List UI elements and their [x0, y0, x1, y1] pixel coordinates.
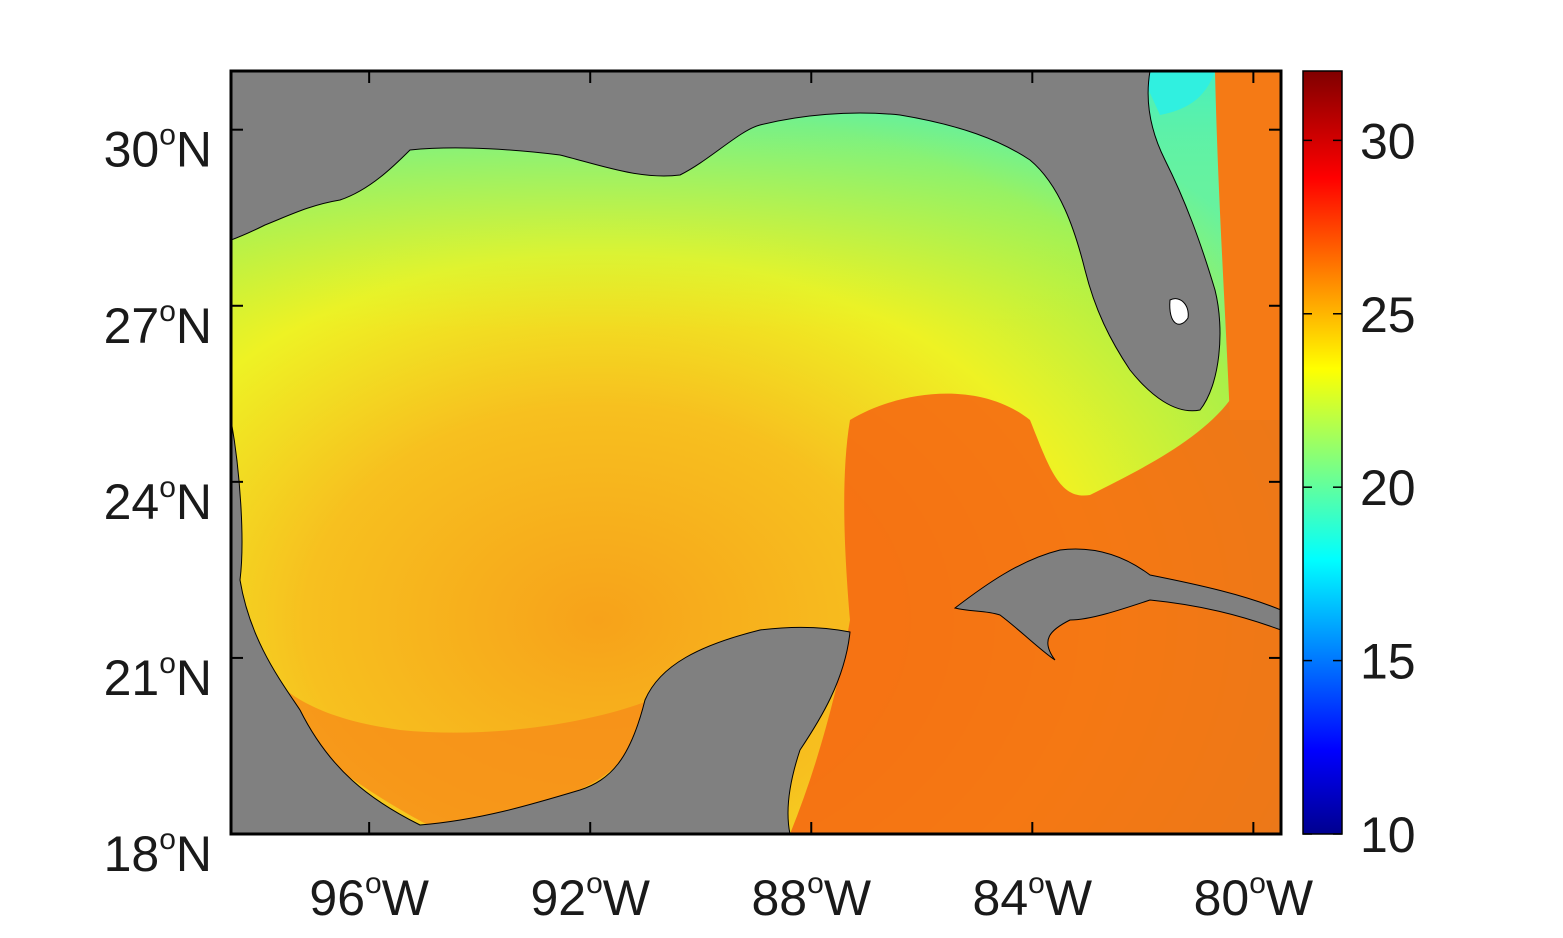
- atlantic-cool-shelf: [1140, 71, 1215, 115]
- latitude-axis: 18oN 21oN 24oN 27oN 30oN: [104, 119, 1281, 882]
- lat-tick-label: 24oN: [104, 471, 212, 530]
- land-north-america: [231, 71, 1221, 412]
- colorbar-tick-label: 20: [1360, 460, 1416, 516]
- lon-tick-label: 92oW: [530, 867, 650, 926]
- plot-frame: [229, 69, 1283, 836]
- bay-of-campeche-warm-water: [250, 650, 650, 826]
- longitude-axis: 96oW 92oW 88oW 84oW 80oW: [309, 71, 1314, 926]
- atlantic-warm-water: [1215, 71, 1281, 420]
- lon-tick-label: 80oW: [1194, 867, 1314, 926]
- lon-tick-label: 84oW: [973, 867, 1093, 926]
- lon-tick-label: 88oW: [752, 867, 872, 926]
- lon-tick-label: 96oW: [309, 867, 429, 926]
- land-cuba: [953, 548, 1281, 661]
- colorbar-tick-label: 10: [1360, 807, 1416, 863]
- land-mexico-yucatan: [231, 419, 851, 834]
- colorbar-tick-label: 30: [1360, 113, 1416, 169]
- colorbar-tick-label: 25: [1360, 287, 1416, 343]
- colorbar: [1302, 70, 1343, 835]
- lake-okeechobee: [1169, 298, 1189, 325]
- sst-field: [231, 71, 1281, 834]
- lat-tick-label: 18oN: [104, 823, 212, 882]
- lat-tick-label: 30oN: [104, 119, 212, 178]
- colorbar-tick-label: 15: [1360, 634, 1416, 690]
- lat-tick-label: 27oN: [104, 295, 212, 354]
- colorbar-axis: 10 15 20 25 30: [1303, 113, 1416, 863]
- lat-tick-label: 21oN: [104, 647, 212, 706]
